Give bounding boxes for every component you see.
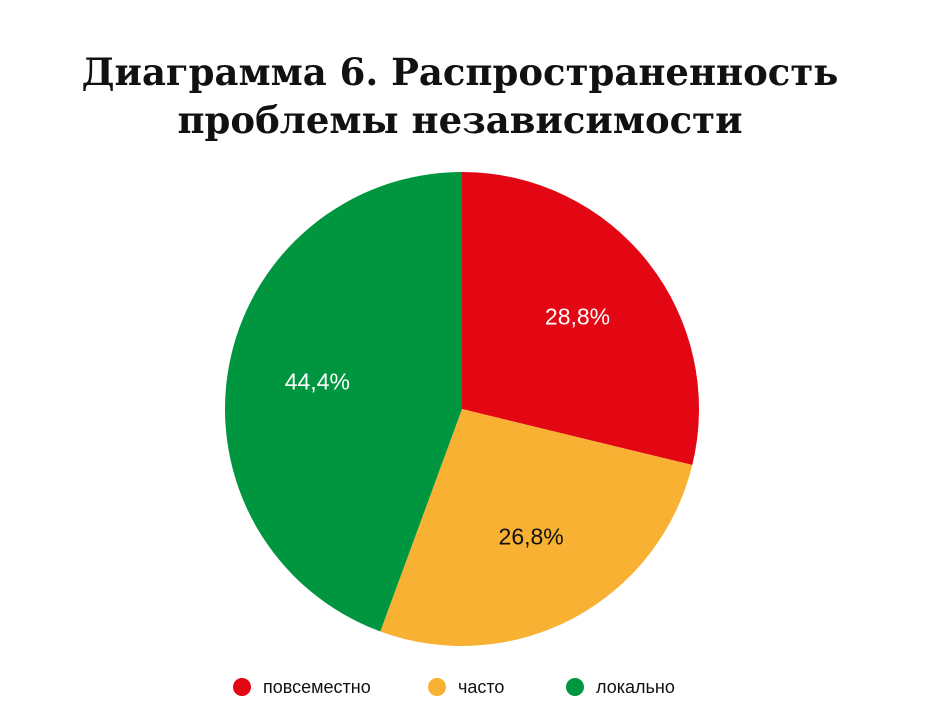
pie-slice-3	[225, 172, 462, 632]
legend-item-2: часто	[428, 673, 504, 701]
legend-item-3: локально	[566, 673, 675, 701]
legend-label: локально	[596, 676, 675, 697]
pie-slice-label-3: 44,4%	[285, 368, 350, 394]
pie-slice-label-1: 28,8%	[545, 303, 610, 329]
legend-swatch	[233, 678, 251, 696]
chart-legend: повсеместно часто локально	[0, 673, 928, 701]
chart-title: Диаграмма 6. Распространенность проблемы…	[0, 48, 920, 144]
chart-title-line-1: Диаграмма 6. Распространенность	[81, 50, 839, 94]
legend-label: повсеместно	[263, 676, 371, 697]
chart-title-line-2: проблемы независимости	[177, 98, 743, 142]
pie-slice-label-2: 26,8%	[499, 524, 564, 550]
legend-label: часто	[458, 676, 505, 697]
legend-swatch	[566, 678, 584, 696]
legend-item-1: повсеместно	[233, 673, 371, 701]
pie-slice-1	[462, 172, 700, 466]
legend-swatch	[428, 678, 446, 696]
pie-slice-2	[380, 409, 693, 646]
